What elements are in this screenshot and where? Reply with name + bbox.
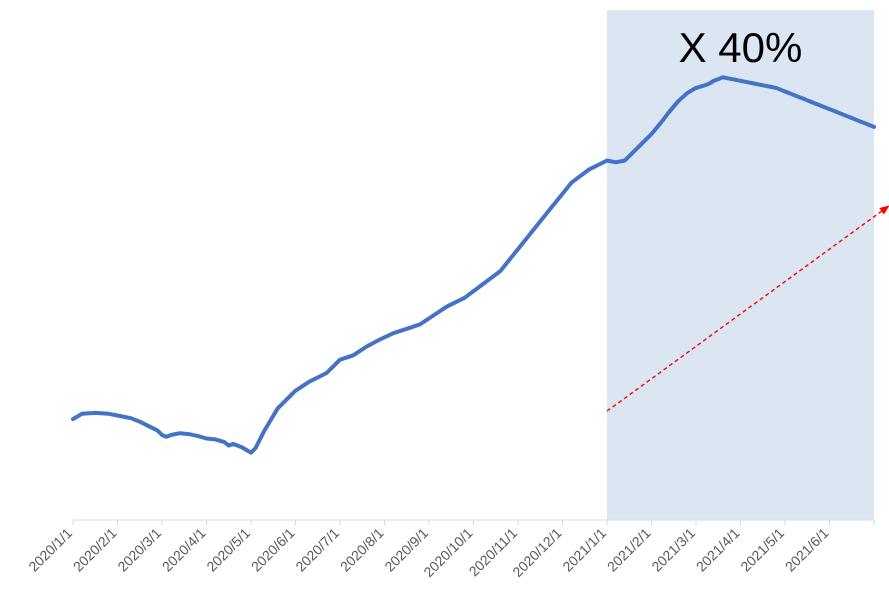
series-line xyxy=(71,75,876,455)
annotation-label: X 40% xyxy=(679,24,803,71)
trend-arrow xyxy=(606,205,889,412)
x-tick-label: 2021/4/1 xyxy=(693,525,743,575)
x-tick-label: 2021/3/1 xyxy=(648,525,698,575)
x-tick-label: 2021/5/1 xyxy=(737,525,787,575)
x-tick-label: 2020/12/1 xyxy=(509,525,565,581)
x-tick-label: 2020/5/1 xyxy=(203,525,253,575)
x-tick-label: 2020/2/1 xyxy=(70,525,120,575)
x-axis-tick-labels: 2020/1/12020/2/12020/3/12020/4/12020/5/1… xyxy=(25,525,831,581)
x-tick-label: 2021/1/1 xyxy=(559,525,609,575)
highlight-region xyxy=(607,10,874,520)
x-tick-label: 2020/4/1 xyxy=(159,525,209,575)
x-tick-label: 2020/6/1 xyxy=(248,525,298,575)
x-tick-label: 2020/7/1 xyxy=(292,525,342,575)
x-tick-label: 2020/10/1 xyxy=(420,525,476,581)
x-tick-label: 2021/2/1 xyxy=(604,525,654,575)
x-tick-label: 2020/1/1 xyxy=(25,525,75,575)
x-tick-label: 2021/6/1 xyxy=(782,525,832,575)
x-tick-label: 2020/8/1 xyxy=(337,525,387,575)
x-axis-ticks xyxy=(72,520,875,525)
x-tick-label: 2020/3/1 xyxy=(114,525,164,575)
